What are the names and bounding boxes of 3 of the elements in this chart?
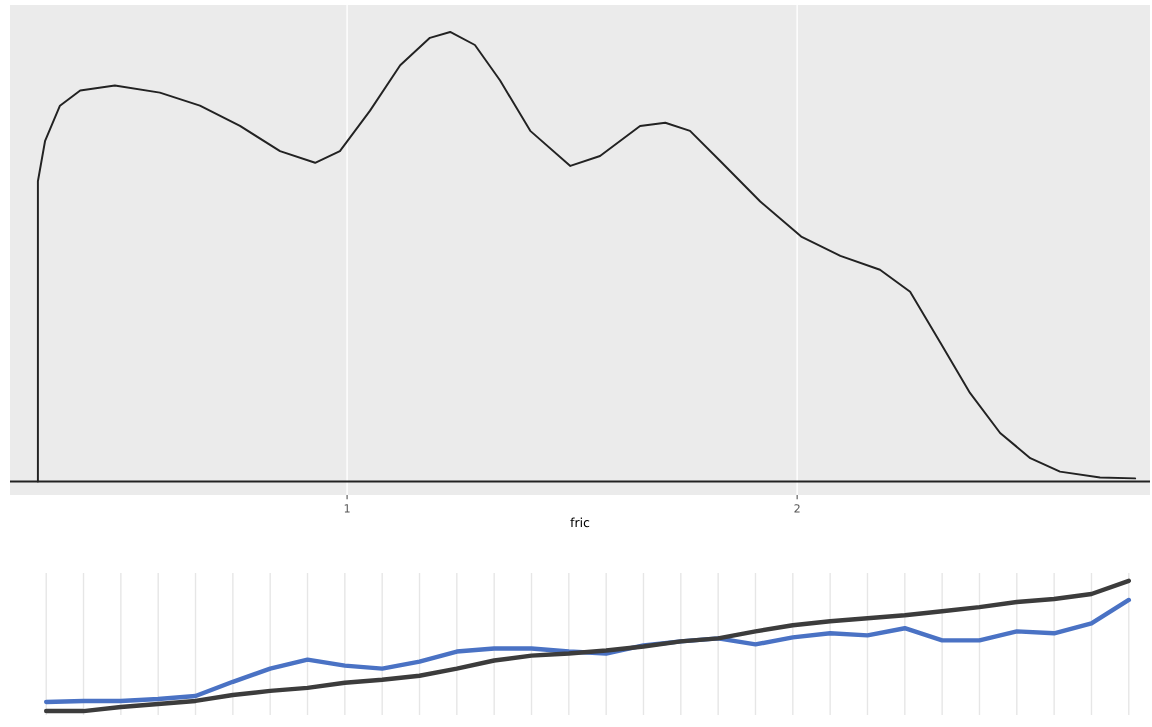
x-tick-label: 2: [794, 504, 800, 513]
x-axis-title: fric: [570, 517, 590, 528]
x-tick-label: 1: [344, 504, 350, 513]
